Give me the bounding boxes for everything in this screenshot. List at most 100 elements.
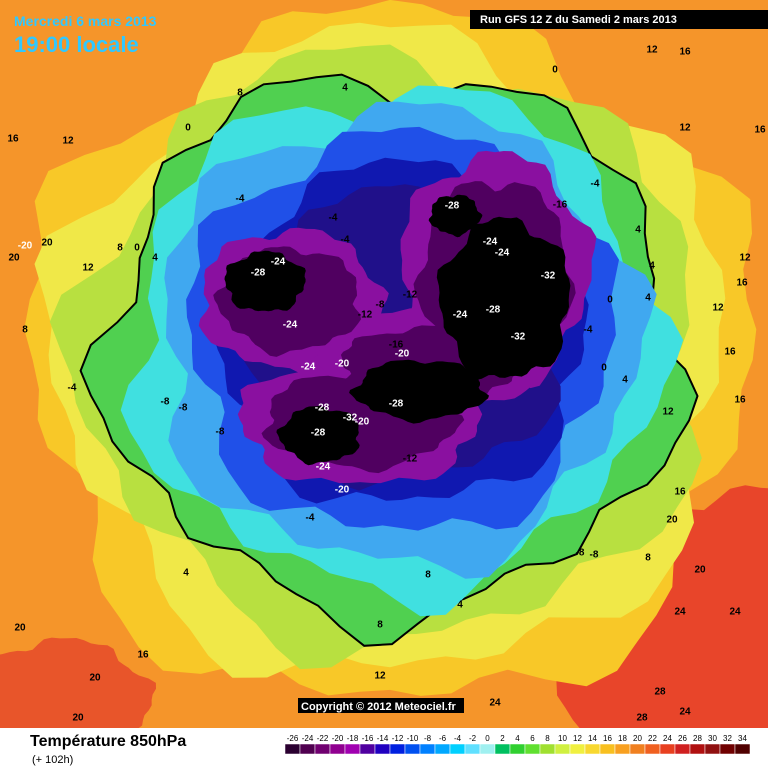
contour-label: -32 [511,332,526,343]
contour-label: 4 [622,375,628,386]
colorbar-swatch [314,743,331,755]
contour-label: -12 [358,310,373,321]
colorbar-tick-label: 26 [678,734,687,743]
contour-label: 0 [185,123,191,134]
contour-label: 4 [183,568,189,579]
contour-label: -4 [68,383,77,394]
contour-label: 4 [635,225,641,236]
contour-label: -20 [18,241,33,252]
colorbar-swatch [299,743,316,755]
colorbar-tick-label: -4 [454,734,462,743]
contour-label: -24 [316,462,331,473]
contour-label: 16 [679,47,691,58]
colorbar-swatch [704,743,721,755]
contour-label: 0 [601,363,607,374]
colorbar-tick-label: -6 [439,734,447,743]
copyright: Copyright © 2012 Meteociel.fr [301,701,457,713]
colorbar-swatch [494,743,511,755]
contour-label: -32 [343,413,358,424]
colorbar-tick-label: 28 [693,734,702,743]
contour-label: 20 [666,515,678,526]
colorbar-swatch [419,743,436,755]
contour-label: 16 [7,134,19,145]
colorbar-tick-label: -10 [407,734,419,743]
colorbar-swatch [614,743,631,755]
contour-label: 8 [425,570,431,581]
footer-title: Température 850hPa [30,733,186,750]
run-box [470,10,768,29]
contour-label: -24 [495,248,510,259]
contour-label: -28 [315,403,330,414]
contour-label: 4 [645,293,651,304]
contour-label: -24 [283,320,298,331]
contour-label: 12 [374,671,386,682]
cold-core [224,250,306,312]
colorbar-swatch [509,743,526,755]
contour-label: -28 [311,428,326,439]
colorbar-tick-label: 8 [545,734,550,743]
contour-label: -24 [301,362,316,373]
colorbar-swatch [524,743,541,755]
contour-label: 4 [342,83,348,94]
colorbar-swatch [659,743,676,755]
colorbar-swatch [329,743,346,755]
colorbar-tick-label: 4 [515,734,520,743]
contour-label: 20 [41,238,53,249]
contour-label: -20 [355,417,370,428]
copyright-box [298,698,464,713]
colorbar-tick-label: 0 [485,734,490,743]
contour-label: 20 [14,623,26,634]
contour-label: 16 [724,347,736,358]
colorbar-swatch [404,743,421,755]
contour-label: 12 [712,303,724,314]
contour-label: -4 [236,194,245,205]
contour-label: 8 [377,620,383,631]
colorbar-tick-label: -26 [287,734,299,743]
colorbar-tick-label: 32 [723,734,732,743]
colorbar-swatch [479,743,496,755]
contour-label: 24 [674,607,686,618]
contour-label: 28 [654,687,666,698]
colorbar-tick-label: -22 [317,734,329,743]
colorbar-tick-label: -18 [347,734,359,743]
forecast-time: 19:00 locale [14,32,139,57]
contour-label: 12 [82,263,94,274]
colorbar-swatch [599,743,616,755]
contour-label: -4 [591,179,600,190]
contour-label: -24 [271,257,286,268]
colorbar-tick-label: 16 [603,734,612,743]
contour-label: 24 [489,698,501,709]
colorbar-tick-label: 34 [738,734,747,743]
contour-label: 8 [237,88,243,99]
contour-label: -8 [590,550,599,561]
contour-label: 16 [754,125,766,136]
colorbar-swatch [554,743,571,755]
colorbar-tick-label: -12 [392,734,404,743]
cold-core [436,216,571,381]
contour-label: 8 [117,243,123,254]
contour-labels: 16 12 8 0 4 0 12 16 12 16 -4 -16 -28 -24 -24 -32 -28 -24 -… [7,45,766,724]
contour-label: 24 [729,607,741,618]
contour-label: -8 [376,300,385,311]
colorbar-tick-label: 20 [633,734,642,743]
contour-label: -12 [403,454,418,465]
contour-label: 16 [137,650,149,661]
contour-label: 20 [72,713,84,724]
colorbar-tick-label: -8 [424,734,432,743]
colorbar-tick-label: 30 [708,734,717,743]
contour-label: -16 [389,340,404,351]
contour-label: 16 [734,395,746,406]
contour-label: -20 [335,359,350,370]
contour-label: -8 [576,548,585,559]
contour-label: -8 [179,403,188,414]
colorbar-swatch [584,743,601,755]
colorbar-tick-label: 14 [588,734,597,743]
contour-label: 12 [662,407,674,418]
forecast-date: Mercredi 6 mars 2013 [14,13,157,29]
contour-label: 8 [22,325,28,336]
colorbar-tick-label: 10 [558,734,567,743]
colorbar-tick-label: 22 [648,734,657,743]
colorbar-swatch [284,743,301,755]
